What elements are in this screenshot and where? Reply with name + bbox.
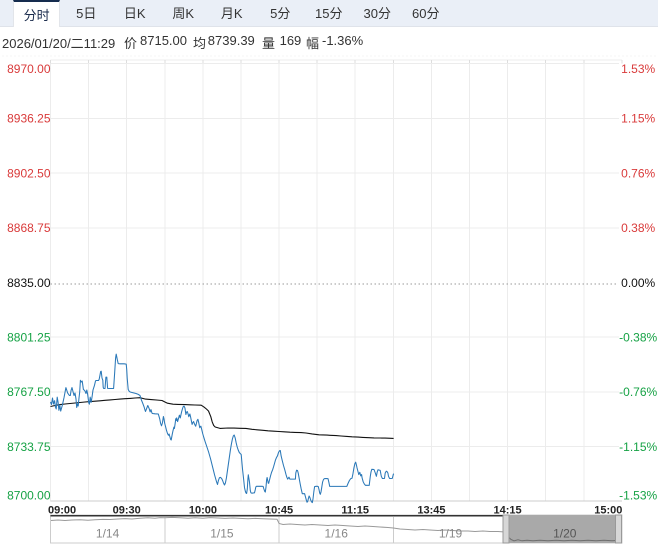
svg-text:1/19: 1/19 [439, 527, 463, 541]
svg-text:14:15: 14:15 [494, 504, 522, 516]
svg-text:10:00: 10:00 [189, 504, 217, 516]
svg-text:8936.25: 8936.25 [7, 112, 51, 126]
svg-text:-1.15%: -1.15% [619, 440, 657, 454]
svg-text:-1.53%: -1.53% [619, 488, 657, 502]
svg-text:8835.00: 8835.00 [7, 276, 51, 290]
svg-text:8767.50: 8767.50 [7, 385, 51, 399]
svg-text:8868.75: 8868.75 [7, 221, 51, 235]
svg-text:8733.75: 8733.75 [7, 440, 51, 454]
svg-text:1.53%: 1.53% [621, 62, 655, 76]
svg-text:1/15: 1/15 [210, 527, 234, 541]
svg-text:11:15: 11:15 [341, 504, 369, 516]
svg-text:8801.25: 8801.25 [7, 330, 51, 344]
svg-text:09:00: 09:00 [48, 504, 76, 516]
svg-text:1.15%: 1.15% [621, 112, 655, 126]
svg-text:-0.38%: -0.38% [619, 330, 657, 344]
svg-text:0.38%: 0.38% [621, 221, 655, 235]
svg-text:1/20: 1/20 [553, 527, 577, 541]
svg-text:8700.00: 8700.00 [7, 488, 51, 502]
svg-text:1/16: 1/16 [325, 527, 349, 541]
svg-text:-0.76%: -0.76% [619, 385, 657, 399]
svg-text:09:30: 09:30 [113, 504, 141, 516]
svg-text:0.00%: 0.00% [621, 276, 655, 290]
svg-text:8902.50: 8902.50 [7, 166, 51, 180]
svg-text:0.76%: 0.76% [621, 166, 655, 180]
svg-text:13:45: 13:45 [417, 504, 445, 516]
svg-text:10:45: 10:45 [265, 504, 293, 516]
svg-text:15:00: 15:00 [594, 504, 622, 516]
svg-text:1/14: 1/14 [96, 527, 120, 541]
svg-text:8970.00: 8970.00 [7, 62, 51, 76]
